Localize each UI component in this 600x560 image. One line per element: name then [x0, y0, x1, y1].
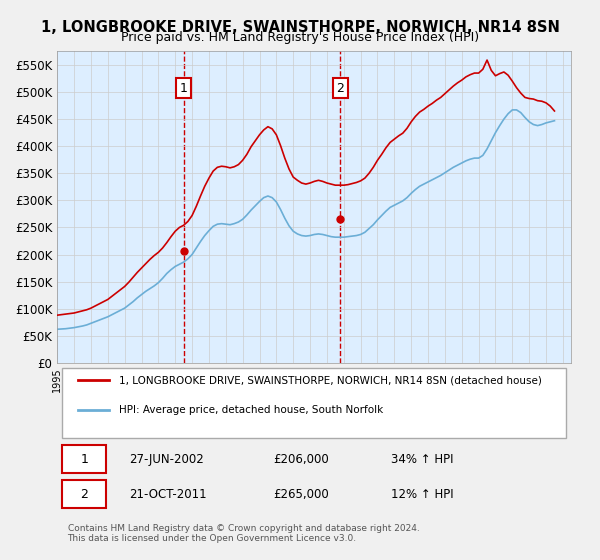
- Text: £265,000: £265,000: [273, 488, 329, 501]
- Text: Contains HM Land Registry data © Crown copyright and database right 2024.
This d: Contains HM Land Registry data © Crown c…: [68, 524, 419, 543]
- FancyBboxPatch shape: [62, 445, 106, 473]
- Text: 27-JUN-2002: 27-JUN-2002: [129, 452, 204, 466]
- Text: Price paid vs. HM Land Registry's House Price Index (HPI): Price paid vs. HM Land Registry's House …: [121, 31, 479, 44]
- Text: 2: 2: [80, 488, 88, 501]
- Text: 1, LONGBROOKE DRIVE, SWAINSTHORPE, NORWICH, NR14 8SN (detached house): 1, LONGBROOKE DRIVE, SWAINSTHORPE, NORWI…: [119, 375, 542, 385]
- Text: 1, LONGBROOKE DRIVE, SWAINSTHORPE, NORWICH, NR14 8SN: 1, LONGBROOKE DRIVE, SWAINSTHORPE, NORWI…: [41, 20, 559, 35]
- FancyBboxPatch shape: [62, 480, 106, 508]
- Text: 34% ↑ HPI: 34% ↑ HPI: [391, 452, 454, 466]
- FancyBboxPatch shape: [62, 368, 566, 438]
- Text: 1: 1: [80, 452, 88, 466]
- Text: 12% ↑ HPI: 12% ↑ HPI: [391, 488, 454, 501]
- Text: 1: 1: [180, 82, 188, 95]
- Text: £206,000: £206,000: [273, 452, 329, 466]
- Text: 2: 2: [337, 82, 344, 95]
- Text: 21-OCT-2011: 21-OCT-2011: [129, 488, 207, 501]
- Text: HPI: Average price, detached house, South Norfolk: HPI: Average price, detached house, Sout…: [119, 405, 383, 415]
